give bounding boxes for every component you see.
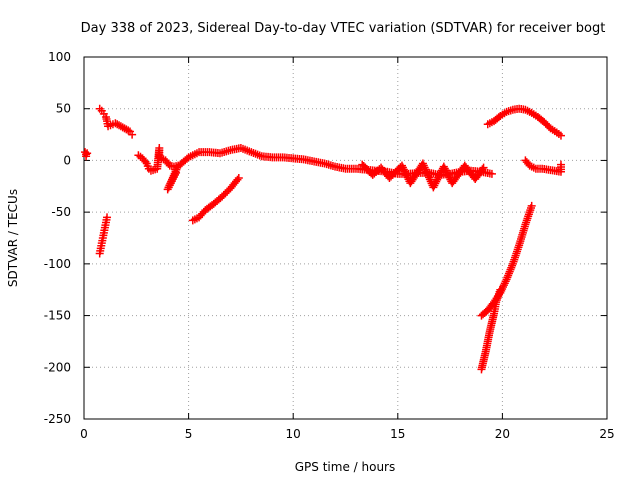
data-point-fill <box>440 164 449 173</box>
data-point <box>556 160 565 169</box>
data-point-fill <box>433 175 442 184</box>
data-point-fill <box>432 177 441 186</box>
data-point <box>487 169 496 178</box>
x-tick-label: 15 <box>390 427 405 441</box>
chart-title: Day 338 of 2023, Sidereal Day-to-day VTE… <box>81 21 606 36</box>
y-tick-label: 0 <box>63 153 71 167</box>
x-tick-label: 0 <box>80 427 88 441</box>
y-tick-labels: -250 -200 -150 -100 -50 0 50 100 <box>44 50 71 426</box>
data-point-fill <box>444 171 453 180</box>
data-point-fill <box>441 166 450 175</box>
x-tick-label: 25 <box>599 427 614 441</box>
x-tick-label: 10 <box>286 427 301 441</box>
data-point-fill <box>443 169 452 178</box>
y-tick-label: -150 <box>44 309 71 323</box>
y-tick-label: 100 <box>48 50 71 64</box>
data-point <box>103 213 112 222</box>
x-axis-label: GPS time / hours <box>295 460 396 474</box>
y-tick-label: -50 <box>51 205 71 219</box>
data-point-fill <box>436 170 445 179</box>
x-tick-label: 5 <box>185 427 193 441</box>
data-point <box>82 152 91 161</box>
data-point-fill <box>442 168 451 177</box>
data-point <box>479 163 488 172</box>
data-point <box>527 201 536 210</box>
data-point-fill <box>124 126 133 135</box>
y-axis-label: SDTVAR / TECUs <box>6 189 20 287</box>
data-point-fill <box>431 179 440 188</box>
data-point <box>429 183 438 192</box>
data-point-fill <box>434 173 443 182</box>
data-point <box>496 285 505 294</box>
x-tick-label: 20 <box>495 427 510 441</box>
data-point <box>128 130 137 139</box>
data-point <box>172 168 181 177</box>
x-tick-labels: 0 5 10 15 20 25 <box>80 427 614 441</box>
y-tick-label: -250 <box>44 412 71 426</box>
y-tick-label: 50 <box>56 102 71 116</box>
y-tick-label: -200 <box>44 360 71 374</box>
data-point-fill <box>430 181 439 190</box>
data-points <box>81 104 565 374</box>
data-point-fill <box>435 172 444 181</box>
data-point <box>439 162 448 171</box>
plot-frame <box>83 56 608 420</box>
axis-ticks <box>83 56 608 420</box>
data-point <box>234 174 243 183</box>
data-point-fill <box>478 165 487 174</box>
data-point-fill <box>233 175 242 184</box>
data-point <box>556 131 565 140</box>
data-point-fill <box>141 157 150 166</box>
y-tick-label: -100 <box>44 257 71 271</box>
